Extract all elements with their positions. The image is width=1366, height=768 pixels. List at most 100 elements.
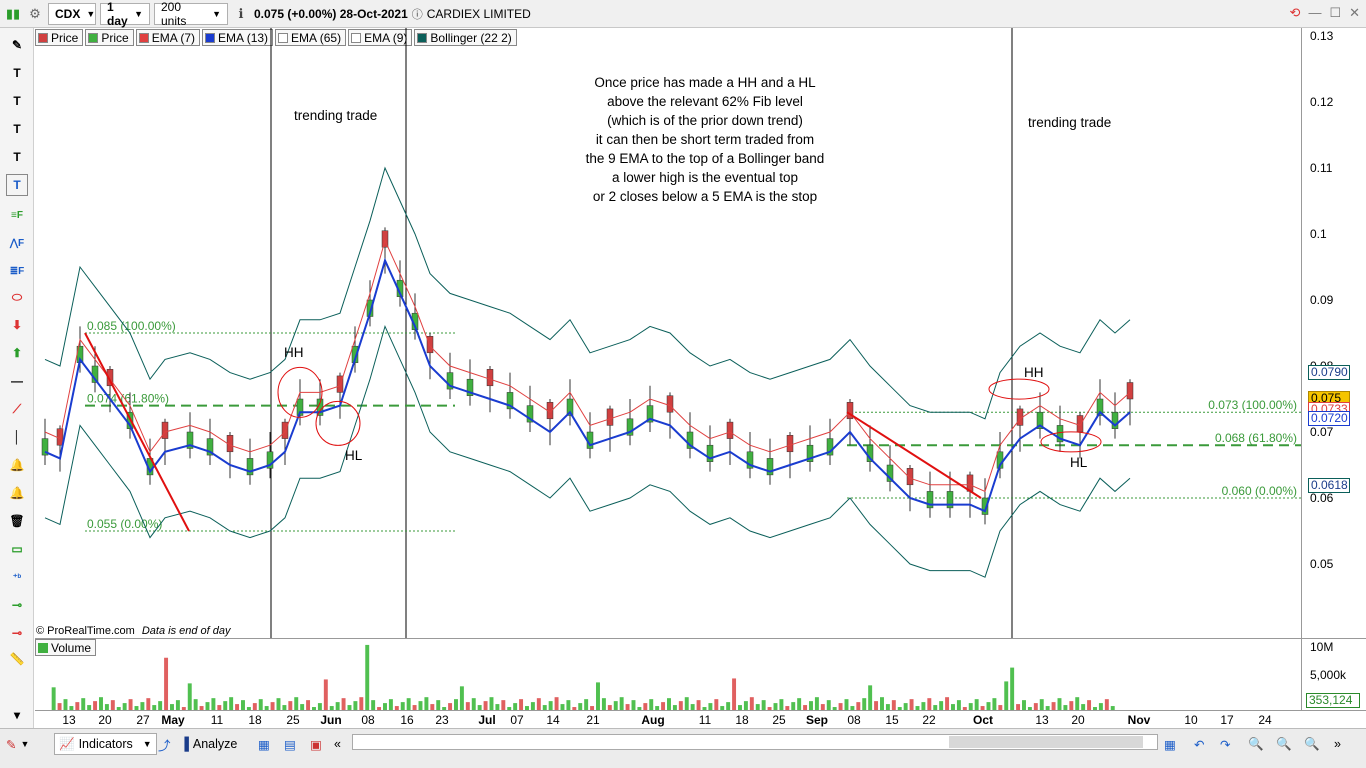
text-tool-icon[interactable]: T bbox=[13, 150, 21, 164]
analyze-button[interactable]: ▐ Analyze bbox=[180, 733, 237, 755]
scroll-down-icon[interactable]: ▾ bbox=[13, 708, 21, 722]
legend-item[interactable]: EMA (7) bbox=[135, 29, 201, 46]
channel-icon[interactable]: ⁺ᵇ bbox=[12, 571, 22, 582]
units-select[interactable]: 200 units ▼ bbox=[154, 0, 228, 28]
volume-bar bbox=[933, 705, 938, 710]
close-icon[interactable]: ✕ bbox=[1349, 5, 1360, 20]
layout-icon[interactable]: ▦ bbox=[258, 737, 270, 752]
volume-bar bbox=[418, 701, 423, 710]
text-box-icon[interactable]: T bbox=[6, 174, 28, 196]
settings-icon[interactable]: ⚙ bbox=[29, 5, 41, 21]
volume-bar bbox=[264, 706, 269, 710]
arrow-up-icon[interactable]: ⬆ bbox=[11, 346, 23, 360]
trash-icon[interactable]: 🗑 bbox=[9, 514, 25, 528]
volume-bar bbox=[430, 704, 435, 710]
volume-bar bbox=[223, 701, 228, 710]
info-icon[interactable]: ⓘ bbox=[411, 8, 423, 21]
legend-label: Bollinger (22 2) bbox=[430, 30, 512, 45]
candle bbox=[1076, 415, 1084, 433]
legend-item[interactable]: EMA (13) bbox=[202, 29, 274, 46]
minimize-icon[interactable]: — bbox=[1308, 5, 1322, 20]
scrollbar-thumb[interactable] bbox=[949, 736, 1143, 748]
fib-fan-icon[interactable]: ⋀F bbox=[9, 237, 25, 249]
legend-item[interactable]: EMA (9) bbox=[348, 29, 413, 46]
volume-bar bbox=[601, 698, 606, 710]
chart-type-icon[interactable]: ▮▮ bbox=[5, 5, 21, 21]
text-tool-icon[interactable]: T bbox=[13, 122, 21, 136]
legend-item[interactable]: Price bbox=[35, 29, 84, 46]
order-icon[interactable]: ▣ bbox=[310, 737, 322, 752]
legend-item[interactable]: Bollinger (22 2) bbox=[414, 29, 517, 46]
volume-bar bbox=[246, 707, 251, 710]
candle bbox=[446, 372, 454, 390]
info-icon[interactable]: ℹ bbox=[238, 5, 244, 21]
trend-line bbox=[84, 332, 190, 532]
ema13-line bbox=[44, 257, 1131, 513]
volume-bar bbox=[649, 699, 654, 710]
volume-bar bbox=[891, 700, 896, 710]
volume-bar bbox=[1057, 698, 1062, 710]
arrow-down-icon[interactable]: ⬇ bbox=[11, 318, 23, 332]
redo-icon[interactable]: ↷ bbox=[1220, 737, 1231, 752]
volume-bar bbox=[584, 699, 589, 710]
volume-bar bbox=[826, 700, 831, 710]
segment-icon[interactable]: ⊸ bbox=[11, 598, 23, 612]
time-tick: 17 bbox=[1220, 713, 1234, 727]
indicators-button[interactable]: 📈 Indicators ▼ bbox=[54, 733, 157, 755]
text-tool-icon[interactable]: T bbox=[13, 94, 21, 108]
pencil-icon[interactable]: ✎ bbox=[11, 38, 23, 52]
volume-bar bbox=[915, 706, 920, 710]
volume-bar bbox=[779, 699, 784, 710]
share-button[interactable]: ⤴ bbox=[158, 738, 171, 753]
ray-icon[interactable]: ⊸ bbox=[11, 626, 23, 640]
legend-item[interactable]: EMA (65) bbox=[275, 29, 347, 46]
volume-bar bbox=[300, 704, 305, 710]
alert-icon[interactable]: 🔔 bbox=[9, 458, 25, 472]
vertical-line-icon[interactable]: │ bbox=[13, 430, 21, 444]
chevron-down-icon: ▼ bbox=[142, 739, 152, 749]
zoom-fit-icon[interactable]: 🔍 bbox=[1248, 736, 1264, 751]
sync-icon[interactable]: ⟲ bbox=[1289, 5, 1301, 20]
horizontal-scrollbar[interactable] bbox=[352, 734, 1158, 750]
interval-select[interactable]: 1 day ▼ bbox=[100, 0, 150, 28]
volume-bar bbox=[116, 707, 121, 710]
alert-list-icon[interactable]: 🔔 bbox=[9, 486, 25, 500]
pencil-icon[interactable]: ✎ ▼ bbox=[6, 737, 30, 752]
collapse-icon[interactable]: « bbox=[334, 737, 341, 751]
volume-chart[interactable] bbox=[35, 638, 1301, 710]
price-tick: 0.1 bbox=[1310, 227, 1327, 241]
legend-item[interactable]: Price bbox=[85, 29, 134, 46]
legend-label: EMA (65) bbox=[291, 30, 342, 45]
time-axis[interactable]: 13 20 27 May 11 18 25 Jun 08 16 23 Jul 07 14 21 Aug 11 18… bbox=[35, 710, 1366, 728]
maximize-icon[interactable]: ☐ bbox=[1329, 5, 1342, 20]
price-chart[interactable]: 0.085 (100.00%)0.074 (61.80%)0.055 (0.00… bbox=[35, 28, 1301, 638]
ellipse-icon[interactable]: ⬭ bbox=[11, 289, 23, 304]
ruler-icon[interactable]: 📏 bbox=[9, 652, 25, 666]
text-tool-icon[interactable]: T bbox=[13, 66, 21, 80]
volume-bar bbox=[329, 706, 334, 710]
candle bbox=[686, 431, 694, 449]
fib-retracement-icon[interactable]: ≣F bbox=[9, 265, 25, 277]
rectangle-icon[interactable]: ▭ bbox=[11, 542, 23, 556]
volume-bar bbox=[850, 706, 855, 710]
volume-bar bbox=[294, 697, 299, 710]
zoom-in-icon[interactable]: 🔍 bbox=[1304, 736, 1320, 751]
volume-bar bbox=[187, 683, 192, 710]
volume-bar bbox=[956, 700, 961, 710]
price-axis[interactable]: 0.130.120.110.10.090.080.070.060.050.079… bbox=[1301, 28, 1366, 638]
volume-bar bbox=[1039, 699, 1044, 710]
candle bbox=[106, 369, 114, 387]
window-controls: ⟲ — ☐ ✕ bbox=[1290, 5, 1360, 21]
calendar-icon[interactable]: ▦ bbox=[1164, 737, 1176, 752]
trendline-icon[interactable]: ⟋ bbox=[12, 401, 22, 416]
fib-line-icon[interactable]: ≡F bbox=[11, 209, 23, 221]
undo-icon[interactable]: ↶ bbox=[1194, 737, 1205, 752]
horizontal-line-icon[interactable]: — bbox=[11, 374, 23, 388]
volume-bar bbox=[495, 704, 500, 710]
symbol-select[interactable]: CDX ▼ bbox=[48, 2, 96, 25]
time-tick: Oct bbox=[972, 713, 994, 727]
price-tick: 0.06 bbox=[1310, 491, 1334, 505]
more-icon[interactable]: » bbox=[1334, 737, 1341, 751]
compare-icon[interactable]: ▤ bbox=[284, 737, 296, 752]
zoom-out-icon[interactable]: 🔍 bbox=[1276, 736, 1292, 751]
